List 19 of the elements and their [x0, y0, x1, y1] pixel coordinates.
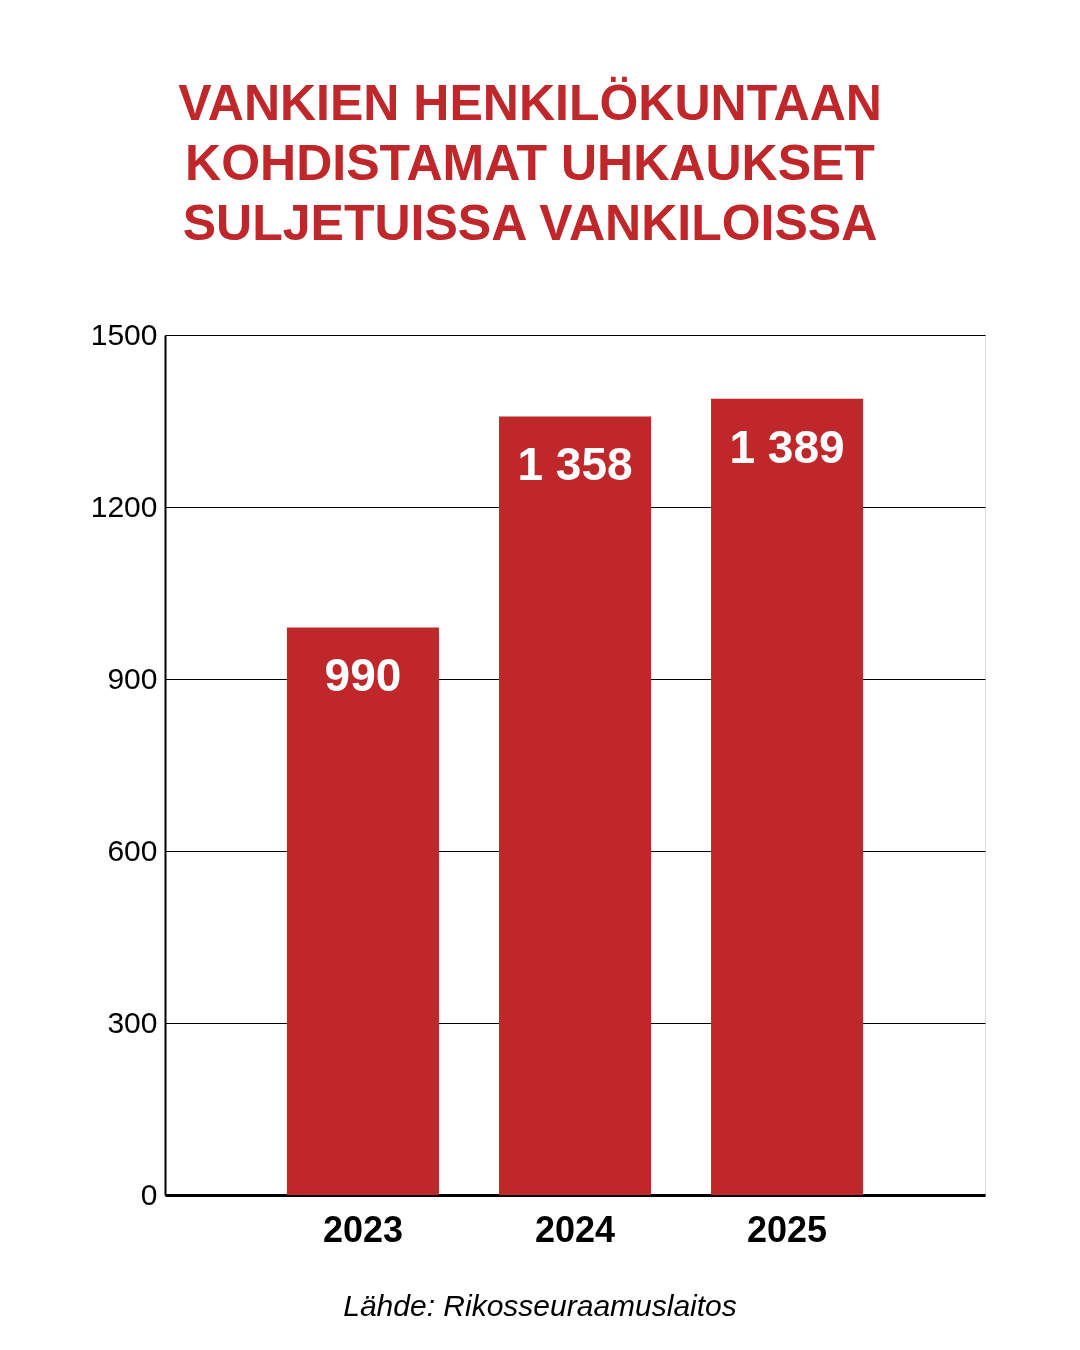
bar: [498, 416, 652, 1195]
text: SULJETUISSA VANKILOISSA: [182, 195, 878, 251]
text: Lähde: Rikosseuraamuslaitos: [343, 1289, 737, 1322]
x-tick-label: 2025: [747, 1208, 828, 1250]
text: VANKIEN HENKILÖKUNTAAN: [178, 75, 882, 131]
y-tick-label: 600: [107, 833, 158, 867]
data-label: 1 358: [517, 438, 633, 491]
data-label: 1 389: [729, 420, 845, 473]
y-tick-label: 300: [107, 1005, 158, 1039]
y-tick-label: 900: [107, 661, 158, 695]
bar: [711, 398, 864, 1195]
text: KOHDISTAMAT UHKAUKSET: [185, 135, 875, 191]
bar: [286, 627, 439, 1195]
data-label: 990: [324, 649, 402, 702]
y-tick-label: 0: [140, 1177, 158, 1211]
x-tick-label: 2024: [534, 1208, 616, 1250]
y-tick-label: 1500: [90, 317, 158, 351]
x-tick-label: 2023: [322, 1208, 403, 1250]
y-tick-label: 1200: [90, 489, 158, 523]
